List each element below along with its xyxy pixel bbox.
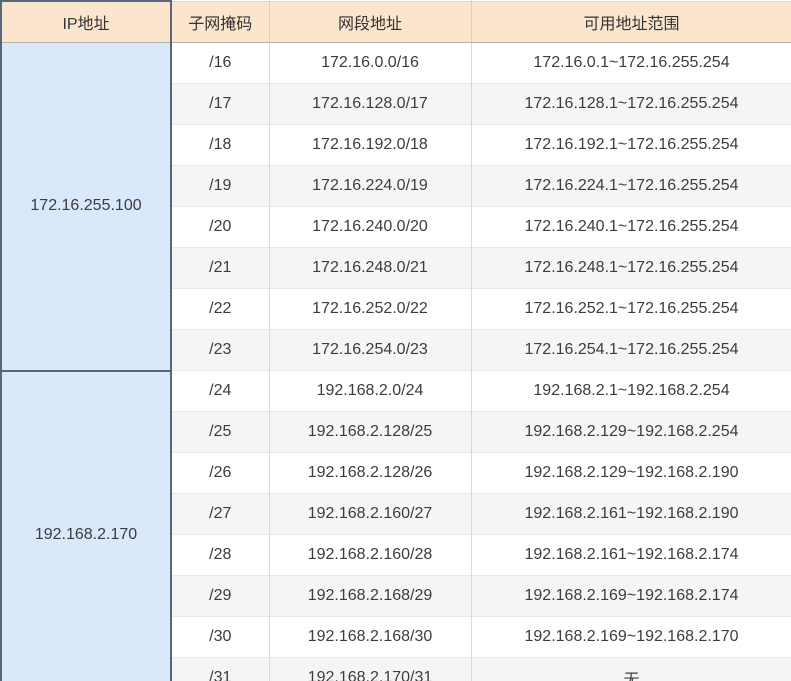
range-cell: 192.168.2.1~192.168.2.254 xyxy=(471,370,791,412)
network-cell: 172.16.128.0/17 xyxy=(269,83,472,125)
network-cell: 192.168.2.160/27 xyxy=(269,493,472,535)
table-row: /17 172.16.128.0/17 172.16.128.1~172.16.… xyxy=(1,83,791,125)
range-cell: 无 xyxy=(471,657,791,681)
table-row: /22 172.16.252.0/22 172.16.252.1~172.16.… xyxy=(1,288,791,330)
range-cell: 192.168.2.129~192.168.2.190 xyxy=(471,452,791,494)
table-row: 172.16.255.100 /16 172.16.0.0/16 172.16.… xyxy=(0,42,791,372)
table-row: /20 172.16.240.0/20 172.16.240.1~172.16.… xyxy=(1,206,791,248)
table-row: /30 192.168.2.168/30 192.168.2.169~192.1… xyxy=(1,616,791,658)
network-cell: 192.168.2.168/29 xyxy=(269,575,472,617)
table-row: 192.168.2.170 /24 192.168.2.0/24 192.168… xyxy=(0,369,791,681)
ip-group-cell: 192.168.2.170 xyxy=(0,369,172,681)
mask-cell: /24 xyxy=(171,370,270,412)
range-cell: 192.168.2.129~192.168.2.254 xyxy=(471,411,791,453)
table-row: /29 192.168.2.168/29 192.168.2.169~192.1… xyxy=(1,575,791,617)
table-row: /23 172.16.254.0/23 172.16.254.1~172.16.… xyxy=(1,329,791,371)
network-cell: 172.16.248.0/21 xyxy=(269,247,472,289)
network-cell: 192.168.2.170/31 xyxy=(269,657,472,681)
ip-group-cell: 172.16.255.100 xyxy=(0,42,172,372)
range-cell: 172.16.128.1~172.16.255.254 xyxy=(471,83,791,125)
network-cell: 172.16.254.0/23 xyxy=(269,329,472,371)
network-cell: 192.168.2.0/24 xyxy=(269,370,472,412)
header-ip-address: IP地址 xyxy=(0,0,172,43)
range-cell: 172.16.192.1~172.16.255.254 xyxy=(471,124,791,166)
network-cell: 192.168.2.128/26 xyxy=(269,452,472,494)
mask-cell: /28 xyxy=(171,534,270,576)
mask-cell: /26 xyxy=(171,452,270,494)
table-row: /19 172.16.224.0/19 172.16.224.1~172.16.… xyxy=(1,165,791,207)
range-cell: 172.16.224.1~172.16.255.254 xyxy=(471,165,791,207)
network-cell: 172.16.224.0/19 xyxy=(269,165,472,207)
mask-cell: /23 xyxy=(171,329,270,371)
table-row: /21 172.16.248.0/21 172.16.248.1~172.16.… xyxy=(1,247,791,289)
header-subnet-mask: 子网掩码 xyxy=(171,0,270,43)
mask-cell: /30 xyxy=(171,616,270,658)
mask-cell: /22 xyxy=(171,288,270,330)
network-cell: 172.16.252.0/22 xyxy=(269,288,472,330)
range-cell: 172.16.240.1~172.16.255.254 xyxy=(471,206,791,248)
network-cell: 192.168.2.168/30 xyxy=(269,616,472,658)
mask-cell: /18 xyxy=(171,124,270,166)
mask-cell: /25 xyxy=(171,411,270,453)
mask-cell: /27 xyxy=(171,493,270,535)
table-row: /25 192.168.2.128/25 192.168.2.129~192.1… xyxy=(1,411,791,453)
network-cell: 172.16.192.0/18 xyxy=(269,124,472,166)
network-cell: 172.16.240.0/20 xyxy=(269,206,472,248)
mask-cell: /19 xyxy=(171,165,270,207)
header-row: IP地址 子网掩码 网段地址 可用地址范围 xyxy=(0,0,791,43)
mask-cell: /21 xyxy=(171,247,270,289)
mask-cell: /31 xyxy=(171,657,270,681)
mask-cell: /17 xyxy=(171,83,270,125)
header-usable-range: 可用地址范围 xyxy=(471,0,791,43)
table-row: /28 192.168.2.160/28 192.168.2.161~192.1… xyxy=(1,534,791,576)
table-row: /26 192.168.2.128/26 192.168.2.129~192.1… xyxy=(1,452,791,494)
mask-cell: /20 xyxy=(171,206,270,248)
network-cell: 192.168.2.160/28 xyxy=(269,534,472,576)
range-cell: 172.16.0.1~172.16.255.254 xyxy=(471,42,791,84)
range-cell: 172.16.252.1~172.16.255.254 xyxy=(471,288,791,330)
range-cell: 172.16.254.1~172.16.255.254 xyxy=(471,329,791,371)
table-row: /27 192.168.2.160/27 192.168.2.161~192.1… xyxy=(1,493,791,535)
table-row: /31 192.168.2.170/31 无 xyxy=(1,657,791,681)
header-network-address: 网段地址 xyxy=(269,0,472,43)
mask-cell: /29 xyxy=(171,575,270,617)
range-cell: 192.168.2.169~192.168.2.174 xyxy=(471,575,791,617)
range-cell: 172.16.248.1~172.16.255.254 xyxy=(471,247,791,289)
range-cell: 192.168.2.161~192.168.2.174 xyxy=(471,534,791,576)
range-cell: 192.168.2.169~192.168.2.170 xyxy=(471,616,791,658)
range-cell: 192.168.2.161~192.168.2.190 xyxy=(471,493,791,535)
table-row: /18 172.16.192.0/18 172.16.192.1~172.16.… xyxy=(1,124,791,166)
mask-cell: /16 xyxy=(171,42,270,84)
network-cell: 192.168.2.128/25 xyxy=(269,411,472,453)
network-cell: 172.16.0.0/16 xyxy=(269,42,472,84)
